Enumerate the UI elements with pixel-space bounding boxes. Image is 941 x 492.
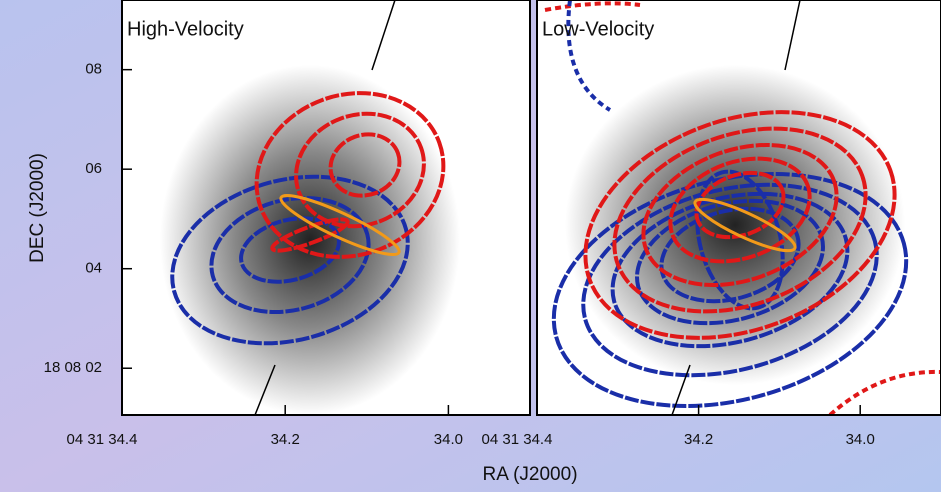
y-tick-label: 08 [85,61,102,78]
figure: High-Velocity 04 31 34.4 34.2 34.0 18 08 02 0… [0,0,941,492]
y-tick-label: 06 [85,160,102,177]
x-tick-label: 34.2 [271,431,300,448]
y-axis-label: DEC (J2000) [27,153,48,263]
panel-title: High-Velocity [127,18,244,40]
x-tick-label: 34.0 [434,431,463,448]
emission [160,65,460,415]
x-tick-label: 34.2 [684,431,713,448]
x-axis-label: RA (J2000) [482,464,577,485]
y-tick-label: 18 08 02 [44,359,102,376]
x-tick-label: 04 31 34.4 [482,431,553,448]
y-tick-label: 04 [85,260,102,277]
x-tick-label: 04 31 34.4 [67,431,138,448]
panel-title: Low-Velocity [542,18,654,40]
x-tick-label: 34.0 [846,431,875,448]
